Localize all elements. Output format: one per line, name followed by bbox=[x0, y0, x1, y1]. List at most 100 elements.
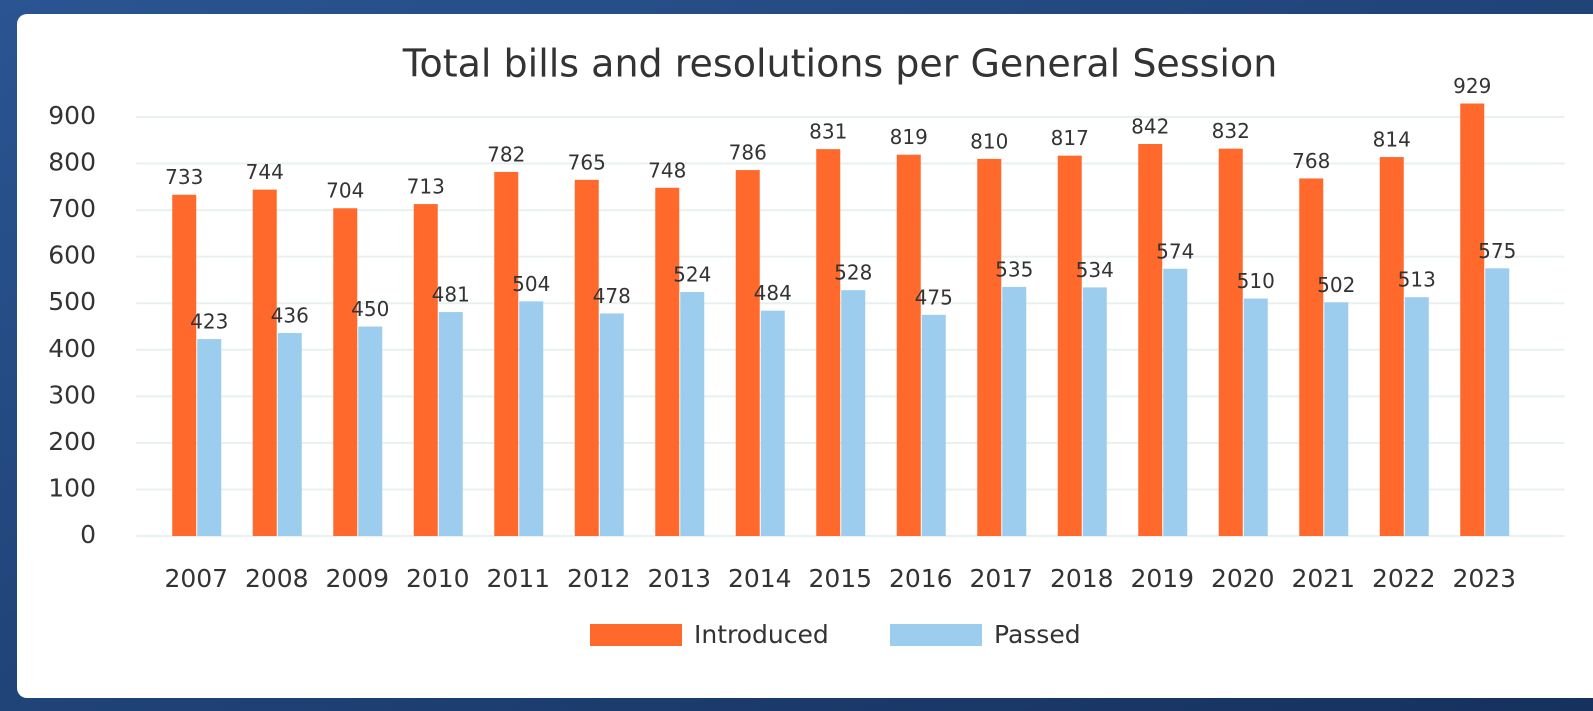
bar bbox=[1243, 298, 1268, 536]
y-tick-label: 100 bbox=[48, 473, 96, 502]
value-label: 768 bbox=[1292, 149, 1330, 173]
value-label: 817 bbox=[1051, 126, 1089, 150]
y-tick-label: 500 bbox=[48, 287, 96, 316]
bar bbox=[1082, 287, 1107, 536]
bar bbox=[277, 333, 302, 536]
bar bbox=[1485, 268, 1510, 536]
value-label: 535 bbox=[995, 257, 1033, 281]
value-label: 704 bbox=[326, 179, 364, 203]
value-label: 528 bbox=[834, 261, 872, 285]
value-label: 713 bbox=[407, 175, 445, 199]
value-label: 436 bbox=[271, 304, 309, 328]
value-label: 786 bbox=[729, 141, 767, 165]
x-tick-label: 2020 bbox=[1211, 564, 1275, 593]
bar bbox=[816, 149, 841, 536]
bar bbox=[1324, 302, 1349, 536]
y-tick-label: 400 bbox=[48, 334, 96, 363]
bar bbox=[1138, 144, 1163, 536]
panel bbox=[17, 14, 1593, 698]
bar bbox=[1299, 178, 1324, 536]
bar bbox=[760, 310, 785, 536]
bar bbox=[197, 339, 222, 536]
bar bbox=[896, 154, 921, 536]
chart-title: Total bills and resolutions per General … bbox=[402, 42, 1278, 86]
x-tick-label: 2021 bbox=[1291, 564, 1355, 593]
x-tick-label: 2008 bbox=[245, 564, 309, 593]
value-label: 831 bbox=[809, 120, 847, 144]
x-tick-label: 2011 bbox=[486, 564, 550, 593]
value-label: 513 bbox=[1398, 268, 1436, 292]
value-label: 744 bbox=[246, 160, 284, 184]
x-tick-label: 2023 bbox=[1452, 564, 1516, 593]
x-tick-label: 2012 bbox=[567, 564, 631, 593]
value-label: 575 bbox=[1478, 239, 1516, 263]
y-tick-label: 700 bbox=[48, 194, 96, 223]
value-label: 502 bbox=[1317, 273, 1355, 297]
value-label: 478 bbox=[593, 284, 631, 308]
value-label: 423 bbox=[190, 310, 228, 334]
x-tick-label: 2007 bbox=[164, 564, 228, 593]
value-label: 748 bbox=[648, 158, 686, 182]
bar bbox=[1379, 157, 1404, 536]
value-label: 574 bbox=[1156, 239, 1194, 263]
y-tick-label: 0 bbox=[80, 520, 96, 549]
x-tick-label: 2015 bbox=[808, 564, 872, 593]
bar bbox=[655, 187, 680, 536]
value-label: 929 bbox=[1453, 74, 1491, 98]
bar bbox=[841, 290, 866, 536]
value-label: 842 bbox=[1131, 115, 1169, 139]
x-tick-label: 2014 bbox=[728, 564, 792, 593]
value-label: 765 bbox=[568, 150, 606, 174]
value-label: 819 bbox=[890, 125, 928, 149]
value-label: 782 bbox=[487, 142, 525, 166]
bar bbox=[574, 179, 599, 536]
bar bbox=[438, 312, 463, 536]
value-label: 475 bbox=[915, 285, 953, 309]
legend-label: Passed bbox=[994, 620, 1081, 649]
bar bbox=[1163, 268, 1188, 536]
x-tick-label: 2018 bbox=[1050, 564, 1114, 593]
value-label: 484 bbox=[754, 281, 792, 305]
x-tick-label: 2016 bbox=[889, 564, 953, 593]
y-tick-label: 800 bbox=[48, 148, 96, 177]
bar bbox=[519, 301, 544, 536]
y-tick-label: 300 bbox=[48, 380, 96, 409]
bar bbox=[333, 208, 358, 536]
value-label: 733 bbox=[165, 165, 203, 189]
value-label: 481 bbox=[432, 283, 470, 307]
value-label: 450 bbox=[351, 297, 389, 321]
value-label: 814 bbox=[1373, 128, 1411, 152]
value-label: 524 bbox=[673, 263, 711, 287]
bar bbox=[1404, 297, 1429, 536]
bar bbox=[1057, 155, 1082, 536]
x-tick-label: 2017 bbox=[969, 564, 1033, 593]
value-label: 504 bbox=[512, 272, 550, 296]
bar bbox=[172, 194, 197, 536]
bar bbox=[680, 292, 705, 536]
value-label: 810 bbox=[970, 129, 1008, 153]
x-tick-label: 2010 bbox=[406, 564, 470, 593]
bar bbox=[1460, 103, 1485, 536]
bar bbox=[921, 314, 946, 536]
value-label: 510 bbox=[1237, 269, 1275, 293]
bar bbox=[977, 158, 1002, 536]
bar bbox=[1218, 148, 1243, 536]
legend-label: Introduced bbox=[694, 620, 829, 649]
legend-swatch bbox=[890, 624, 982, 646]
bar bbox=[413, 204, 438, 536]
bar bbox=[252, 189, 277, 537]
plot: 0 100 200 300 400 500 600 700 800 900 2007 733 423 20… bbox=[48, 74, 1565, 649]
legend-swatch bbox=[590, 624, 682, 646]
x-tick-label: 2019 bbox=[1130, 564, 1194, 593]
y-tick-label: 200 bbox=[48, 427, 96, 456]
bar bbox=[1002, 286, 1027, 536]
bar bbox=[735, 170, 760, 536]
y-tick-label: 600 bbox=[48, 241, 96, 270]
x-tick-label: 2009 bbox=[325, 564, 389, 593]
x-tick-label: 2022 bbox=[1372, 564, 1436, 593]
bar bbox=[358, 326, 383, 536]
y-tick-label: 900 bbox=[48, 101, 96, 130]
bar bbox=[599, 313, 624, 536]
value-label: 534 bbox=[1076, 258, 1114, 282]
